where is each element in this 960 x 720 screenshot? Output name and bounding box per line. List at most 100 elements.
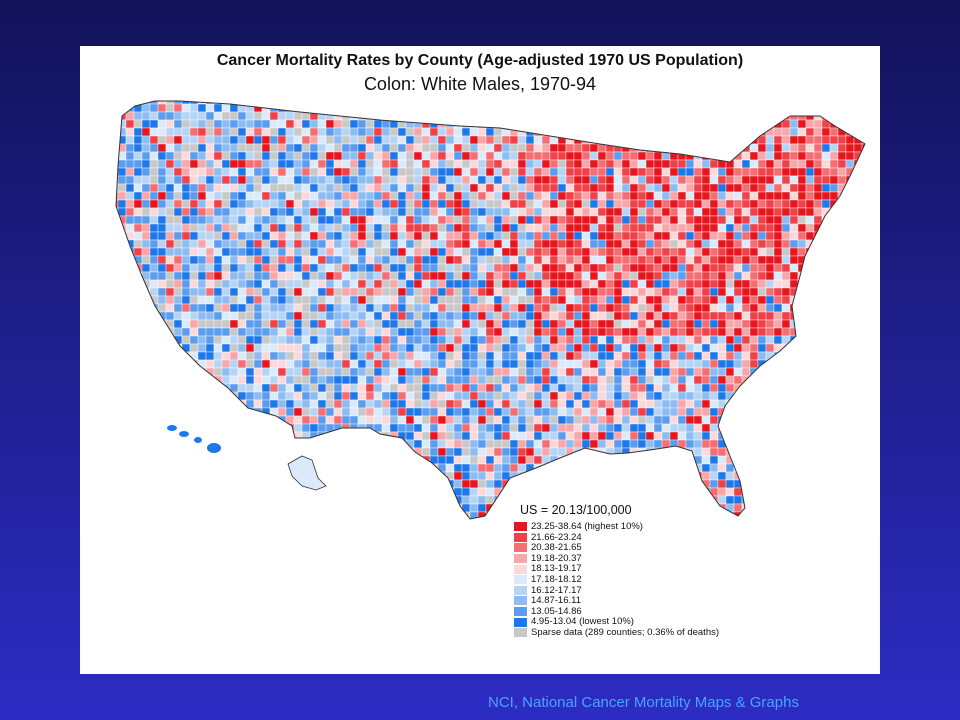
county-cell [293, 495, 303, 505]
county-cell [325, 127, 335, 137]
county-cell [133, 399, 143, 409]
county-cell [645, 327, 655, 337]
county-cell [237, 223, 247, 233]
county-cell [797, 279, 807, 289]
county-cell [205, 335, 215, 345]
county-cell [293, 439, 303, 449]
county-cell [797, 159, 807, 169]
county-cell [325, 103, 335, 113]
county-cell [517, 215, 527, 225]
county-cell [445, 375, 455, 385]
county-cell [573, 471, 583, 481]
county-cell [797, 367, 807, 377]
county-cell [133, 101, 143, 105]
county-cell [549, 247, 559, 257]
county-cell [845, 455, 855, 465]
county-cell [821, 431, 831, 441]
county-cell [117, 383, 127, 393]
county-cell [429, 199, 439, 209]
county-cell [309, 447, 319, 457]
county-cell [325, 431, 335, 441]
county-cell [573, 399, 583, 409]
county-cell [821, 167, 831, 177]
county-cell [845, 119, 855, 129]
county-cell [685, 455, 695, 465]
county-cell [301, 103, 311, 113]
county-cell [813, 343, 823, 353]
county-cell [245, 103, 255, 113]
county-cell [589, 199, 599, 209]
county-cell [549, 471, 559, 481]
county-cell [469, 175, 479, 185]
county-cell [525, 455, 535, 465]
county-cell [301, 271, 311, 281]
county-cell [813, 399, 823, 409]
county-cell [709, 367, 719, 377]
county-cell [221, 279, 231, 289]
county-cell [453, 351, 463, 361]
county-cell [277, 335, 287, 345]
county-cell [437, 103, 447, 113]
county-cell [525, 159, 535, 169]
county-cell [269, 447, 279, 457]
county-cell [789, 439, 799, 449]
county-cell [661, 375, 671, 385]
county-cell [397, 271, 407, 281]
county-cell [645, 495, 655, 505]
county-cell [821, 239, 831, 249]
county-cell [870, 456, 878, 464]
county-cell [205, 391, 215, 401]
county-cell [485, 479, 495, 489]
county-cell [149, 407, 159, 417]
county-cell [365, 391, 375, 401]
county-cell [349, 295, 359, 305]
county-cell [269, 239, 279, 249]
county-cell [749, 135, 759, 145]
county-cell [373, 215, 383, 225]
county-choropleth [116, 101, 878, 519]
county-cell [285, 431, 295, 441]
county-cell [181, 231, 191, 241]
county-cell [477, 431, 487, 441]
county-cell [149, 119, 159, 129]
county-cell [309, 287, 319, 297]
county-cell [741, 103, 751, 113]
county-cell [461, 343, 471, 353]
county-cell [221, 439, 231, 449]
county-cell [157, 391, 167, 401]
county-cell [613, 101, 623, 105]
county-cell [285, 479, 295, 489]
county-cell [317, 487, 327, 497]
county-cell [381, 119, 391, 129]
county-cell [381, 215, 391, 225]
county-cell [437, 223, 447, 233]
county-cell [525, 423, 535, 433]
county-cell [421, 335, 431, 345]
county-cell [365, 335, 375, 345]
county-cell [381, 479, 391, 489]
county-cell [717, 255, 727, 265]
county-cell [565, 303, 575, 313]
county-cell [485, 495, 495, 505]
county-cell [349, 191, 359, 201]
county-cell [813, 119, 823, 129]
county-cell [173, 143, 183, 153]
county-cell [589, 351, 599, 361]
county-cell [781, 383, 791, 393]
county-cell [717, 175, 727, 185]
county-cell [773, 215, 783, 225]
county-cell [565, 431, 575, 441]
county-cell [653, 327, 663, 337]
county-cell [557, 431, 567, 441]
county-cell [429, 103, 439, 113]
county-cell [157, 103, 167, 113]
county-cell [189, 479, 199, 489]
county-cell [261, 487, 271, 497]
county-cell [293, 183, 303, 193]
county-cell [597, 399, 607, 409]
county-cell [116, 359, 119, 369]
county-cell [229, 215, 239, 225]
county-cell [317, 183, 327, 193]
county-cell [557, 263, 567, 273]
county-cell [333, 455, 343, 465]
